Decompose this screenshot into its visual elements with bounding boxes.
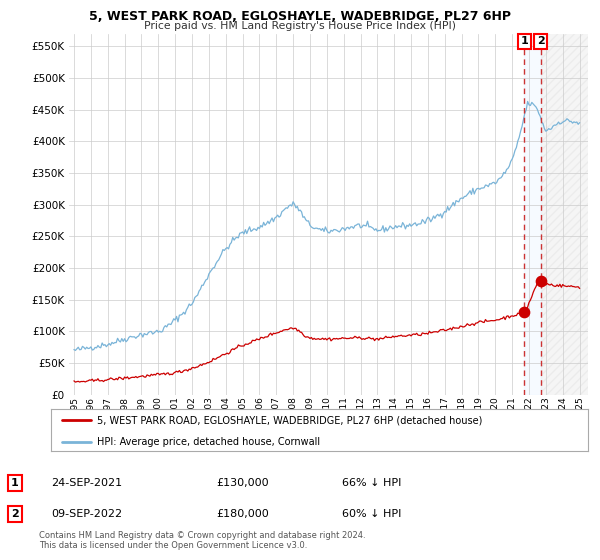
Text: 1: 1: [11, 478, 19, 488]
Point: [536, 276, 545, 285]
Text: Contains HM Land Registry data © Crown copyright and database right 2024.: Contains HM Land Registry data © Crown c…: [39, 531, 365, 540]
Text: 5, WEST PARK ROAD, EGLOSHAYLE, WADEBRIDGE, PL27 6HP: 5, WEST PARK ROAD, EGLOSHAYLE, WADEBRIDG…: [89, 10, 511, 23]
Text: 2: 2: [11, 509, 19, 519]
Bar: [541, 34, 588, 395]
Text: 24-SEP-2021: 24-SEP-2021: [51, 478, 122, 488]
Text: 1: 1: [521, 36, 529, 46]
Text: 09-SEP-2022: 09-SEP-2022: [51, 509, 122, 519]
Text: This data is licensed under the Open Government Licence v3.0.: This data is licensed under the Open Gov…: [39, 541, 307, 550]
Text: 66% ↓ HPI: 66% ↓ HPI: [342, 478, 401, 488]
Text: HPI: Average price, detached house, Cornwall: HPI: Average price, detached house, Corn…: [97, 437, 320, 446]
Text: Price paid vs. HM Land Registry's House Price Index (HPI): Price paid vs. HM Land Registry's House …: [144, 21, 456, 31]
Bar: [524, 34, 541, 395]
Point: [520, 308, 529, 317]
Text: 2: 2: [537, 36, 545, 46]
Text: 5, WEST PARK ROAD, EGLOSHAYLE, WADEBRIDGE, PL27 6HP (detached house): 5, WEST PARK ROAD, EGLOSHAYLE, WADEBRIDG…: [97, 415, 482, 425]
Text: £180,000: £180,000: [216, 509, 269, 519]
Text: £130,000: £130,000: [216, 478, 269, 488]
Text: 60% ↓ HPI: 60% ↓ HPI: [342, 509, 401, 519]
